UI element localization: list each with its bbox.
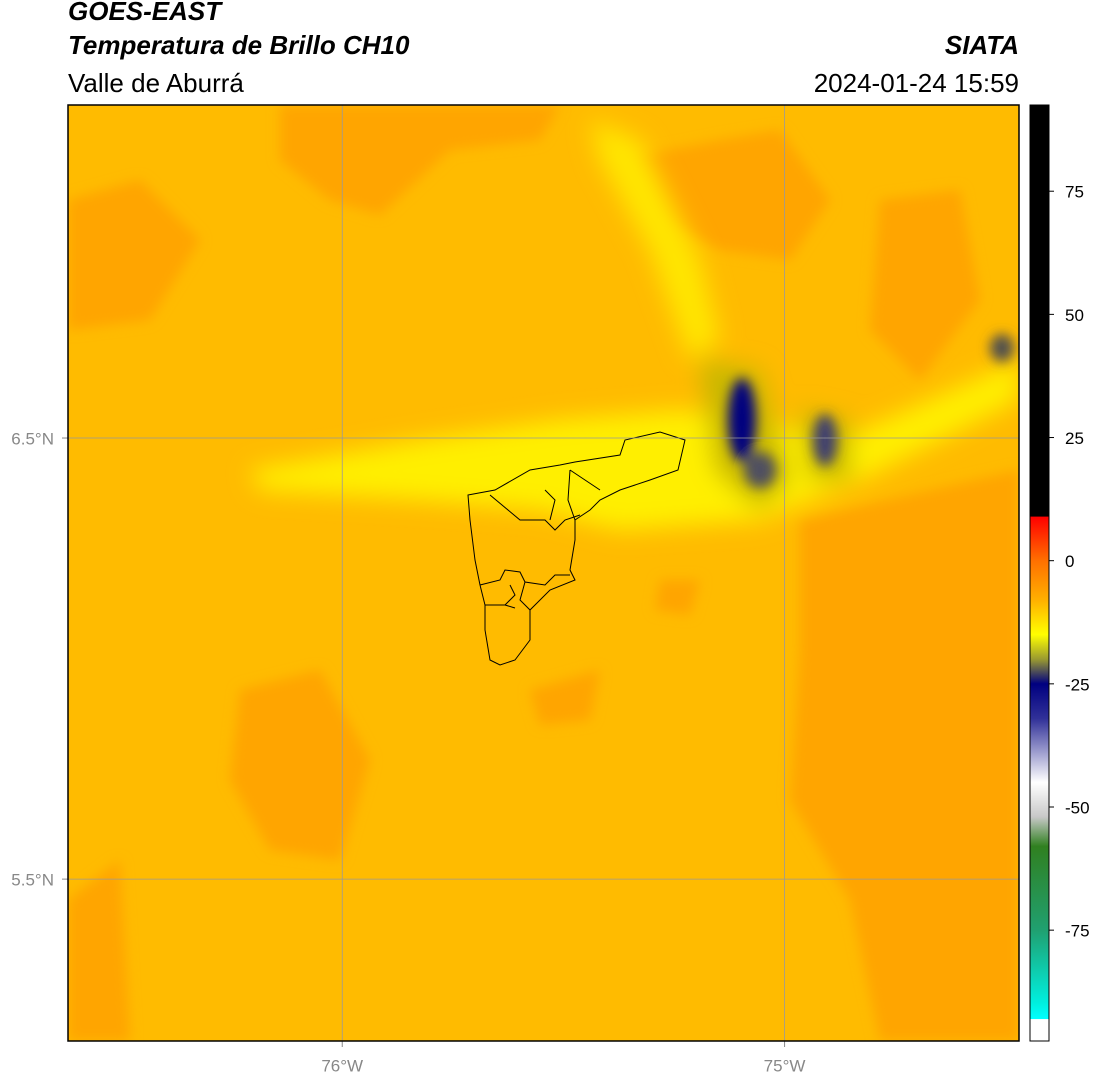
colorbar-tick-label: 75	[1065, 183, 1084, 202]
colorbar: 75 50 25 0 -25 -50 -75	[1029, 104, 1090, 1042]
grid	[62, 105, 1019, 1047]
colorbar-tick-label: 0	[1065, 552, 1074, 571]
y-tick-label: 5.5°N	[11, 871, 54, 890]
colorbar-scale	[1029, 104, 1050, 1042]
region: Valle de Aburrá	[68, 68, 244, 98]
y-tick-label: 6.5°N	[11, 430, 54, 449]
map-frame	[67, 104, 1020, 1042]
colorbar-tick-label: 50	[1065, 306, 1084, 325]
colorbar-tick-label: 25	[1065, 429, 1084, 448]
colorbar-tick-label: -50	[1065, 798, 1090, 817]
subtitle: Temperatura de Brillo CH10	[68, 30, 410, 60]
cold-tops	[728, 334, 1014, 488]
map-image	[68, 105, 1019, 1041]
timestamp: 2024-01-24 15:59	[814, 68, 1019, 98]
colorbar-tick-label: -25	[1065, 675, 1090, 694]
municipal-boundaries	[467, 431, 686, 666]
colorbar-tick-label: -75	[1065, 922, 1090, 941]
title: GOES-EAST	[68, 0, 223, 26]
source: SIATA	[945, 30, 1019, 60]
x-tick-label: 76°W	[321, 1056, 363, 1075]
warm-areas	[68, 105, 1019, 1041]
x-tick-label: 75°W	[764, 1056, 806, 1075]
